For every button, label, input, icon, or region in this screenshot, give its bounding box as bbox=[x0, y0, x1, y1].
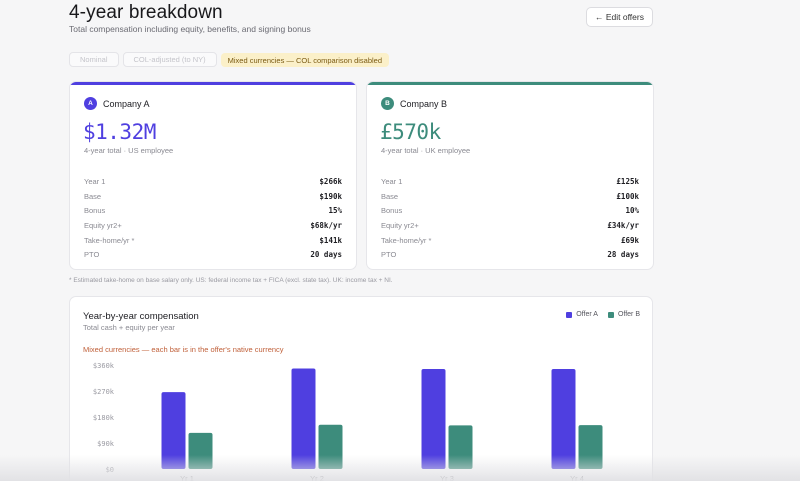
chart-currency-warning: Mixed currencies — each bar is in the of… bbox=[83, 345, 284, 354]
y-tick-label: $90k bbox=[97, 440, 115, 448]
y-tick-label: $180k bbox=[93, 414, 115, 422]
detail-label: Bonus bbox=[381, 206, 403, 216]
detail-row-take-home: Take-home/yr * $141k bbox=[84, 233, 342, 248]
detail-value: 10% bbox=[625, 206, 639, 216]
detail-label: Year 1 bbox=[84, 176, 106, 186]
offer-detail-list: Year 1 $266k Base $190k Bonus 15% Equity yr… bbox=[84, 174, 342, 262]
y-tick-label: $270k bbox=[93, 388, 115, 396]
legend-label: Offer B bbox=[617, 311, 640, 318]
bar-offer-a-yr-4[interactable] bbox=[551, 369, 576, 469]
bar-offer-a-yr-1[interactable] bbox=[161, 392, 186, 469]
company-badge: A bbox=[84, 97, 97, 110]
bar-chart: $0$90k$180k$270k$360kYr 1Yr 2Yr 3Yr 4 bbox=[93, 362, 603, 481]
legend-item-offer-b[interactable]: Offer B bbox=[607, 311, 640, 318]
detail-row-bonus: Bonus 15% bbox=[84, 203, 342, 218]
y-tick-label: $360k bbox=[93, 362, 115, 370]
company-name: Company A bbox=[103, 98, 150, 109]
edit-offers-button[interactable]: ← Edit offers bbox=[586, 7, 653, 27]
detail-row-year1: Year 1 $266k bbox=[84, 174, 342, 189]
detail-row-take-home: Take-home/yr * £69k bbox=[381, 233, 639, 248]
four-year-total: $1.32M bbox=[83, 120, 156, 144]
legend-item-offer-a[interactable]: Offer A bbox=[566, 311, 598, 318]
total-caption: 4-year total · US employee bbox=[84, 146, 174, 155]
detail-label: Year 1 bbox=[381, 176, 403, 186]
chart-title: Year-by-year compensation bbox=[83, 311, 199, 322]
offer-detail-list: Year 1 £125k Base £100k Bonus 10% Equity yr… bbox=[381, 174, 639, 262]
detail-row-pto: PTO 20 days bbox=[84, 247, 342, 262]
detail-value: £69k bbox=[620, 235, 639, 245]
detail-value: £100k bbox=[616, 191, 639, 201]
bottom-fade bbox=[0, 455, 800, 481]
detail-value: $68k/yr bbox=[310, 220, 342, 230]
detail-label: PTO bbox=[84, 250, 100, 260]
detail-row-base: Base £100k bbox=[381, 189, 639, 204]
detail-value: £125k bbox=[616, 176, 639, 186]
detail-row-equity: Equity yr2+ $68k/yr bbox=[84, 218, 342, 233]
detail-label: Base bbox=[381, 191, 399, 201]
detail-value: $266k bbox=[319, 176, 342, 186]
take-home-footnote: * Estimated take-home on base salary onl… bbox=[69, 277, 393, 284]
detail-label: Take-home/yr * bbox=[84, 235, 135, 245]
legend-swatch bbox=[607, 311, 614, 318]
detail-value: 28 days bbox=[607, 250, 639, 260]
legend-label: Offer A bbox=[576, 311, 598, 318]
detail-value: 20 days bbox=[310, 250, 342, 260]
year-by-year-chart-card: Year-by-year compensation Total cash + e… bbox=[69, 296, 653, 481]
detail-label: Base bbox=[84, 191, 102, 201]
detail-label: Bonus bbox=[84, 206, 106, 216]
offer-color-bar bbox=[70, 82, 356, 85]
nominal-toggle[interactable]: Nominal bbox=[69, 52, 119, 67]
detail-value: £34k/yr bbox=[607, 220, 639, 230]
chart-subtitle: Total cash + equity per year bbox=[83, 323, 175, 332]
detail-value: $190k bbox=[319, 191, 342, 201]
company-name: Company B bbox=[400, 98, 448, 109]
bar-offer-a-yr-2[interactable] bbox=[291, 368, 316, 469]
company-badge: B bbox=[381, 97, 394, 110]
detail-label: Take-home/yr * bbox=[381, 235, 432, 245]
detail-label: Equity yr2+ bbox=[381, 220, 419, 230]
detail-row-year1: Year 1 £125k bbox=[381, 174, 639, 189]
page-subtitle: Total compensation including equity, ben… bbox=[69, 24, 311, 34]
chart-legend: Offer A Offer B bbox=[566, 311, 640, 318]
col-adjusted-toggle[interactable]: COL-adjusted (to NY) bbox=[122, 52, 217, 67]
legend-swatch bbox=[566, 311, 573, 318]
detail-label: Equity yr2+ bbox=[84, 220, 122, 230]
detail-value: $141k bbox=[319, 235, 342, 245]
mixed-currency-warning-badge: Mixed currencies — COL comparison disabl… bbox=[220, 53, 390, 67]
detail-row-equity: Equity yr2+ £34k/yr bbox=[381, 218, 639, 233]
bar-offer-a-yr-3[interactable] bbox=[421, 369, 446, 469]
offer-color-bar bbox=[367, 82, 653, 85]
offer-card-company-a: A Company A $1.32M 4-year total · US emp… bbox=[69, 81, 357, 270]
offer-card-company-b: B Company B £570k 4-year total · UK empl… bbox=[366, 81, 654, 270]
detail-row-base: Base $190k bbox=[84, 189, 342, 204]
detail-value: 15% bbox=[328, 206, 342, 216]
page-title: 4-year breakdown bbox=[69, 2, 223, 23]
detail-row-bonus: Bonus 10% bbox=[381, 203, 639, 218]
view-toggle-group: Nominal COL-adjusted (to NY) Mixed curre… bbox=[69, 52, 390, 67]
four-year-total: £570k bbox=[380, 120, 441, 144]
detail-row-pto: PTO 28 days bbox=[381, 247, 639, 262]
total-caption: 4-year total · UK employee bbox=[381, 146, 471, 155]
detail-label: PTO bbox=[381, 250, 397, 260]
